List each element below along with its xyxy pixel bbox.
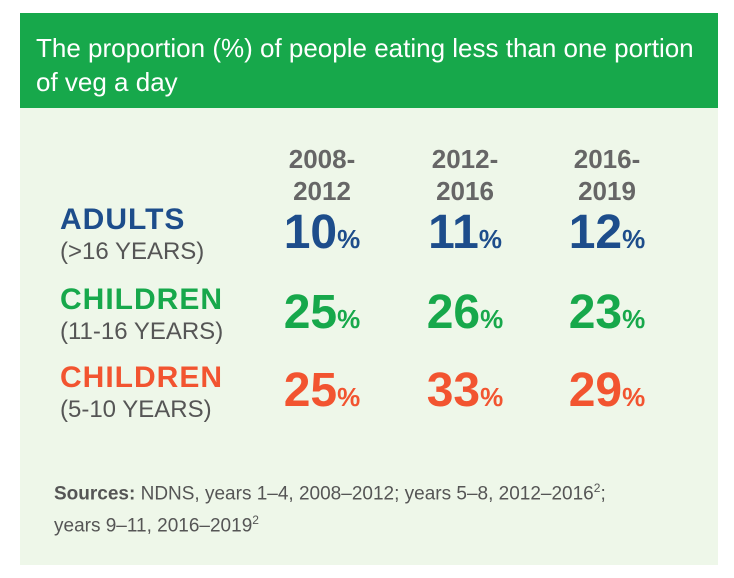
column-header-line1: 2016- — [573, 144, 641, 174]
value-children-11-16-2012-2016: 26% — [400, 287, 530, 345]
value-children-5-10-2012-2016: 33% — [400, 365, 530, 423]
value-adults-2008-2012: 10% — [257, 207, 387, 265]
sources-line-2: years 9–11, 2016–20192 — [54, 507, 684, 539]
row-label-children-5-10: CHILDREN (5-10 YEARS) — [60, 361, 223, 425]
footnote-marker: 2 — [252, 513, 259, 528]
value-children-11-16-2008-2012: 25% — [257, 287, 387, 345]
column-header-line2: 2019 — [578, 176, 636, 206]
percent-sign: % — [337, 224, 361, 254]
sources-text: ; — [600, 483, 606, 505]
column-header-2008-2012: 2008- 2012 — [257, 143, 387, 207]
value-number: 33 — [426, 364, 481, 417]
value-number: 25 — [283, 286, 338, 339]
value-number: 29 — [568, 364, 623, 417]
value-number: 23 — [568, 286, 623, 339]
infographic-card: The proportion (%) of people eating less… — [20, 13, 718, 565]
column-header-line1: 2008- — [288, 144, 356, 174]
percent-sign: % — [337, 304, 361, 334]
value-number: 25 — [283, 364, 338, 417]
row-label-children-11-16: CHILDREN (11-16 YEARS) — [60, 283, 223, 347]
value-number: 11 — [428, 206, 479, 259]
sources-label: Sources: — [54, 483, 136, 505]
value-number: 12 — [568, 206, 623, 259]
sources-text: NDNS, years 1–4, 2008–2012; years 5–8, 2… — [135, 483, 594, 505]
value-children-5-10-2008-2012: 25% — [257, 365, 387, 423]
footnote-marker: 2 — [593, 481, 601, 495]
row-title: CHILDREN — [60, 361, 223, 394]
value-children-5-10-2016-2019: 29% — [542, 365, 672, 423]
percent-sign: % — [480, 304, 504, 334]
column-header-line1: 2012- — [431, 144, 499, 174]
percent-sign: % — [480, 382, 504, 412]
row-title: ADULTS — [60, 203, 186, 236]
value-children-11-16-2016-2019: 23% — [542, 287, 672, 345]
percent-sign: % — [622, 304, 646, 334]
column-header-line2: 2016 — [436, 176, 494, 206]
sources-text: years 9–11, 2016–2019 — [54, 515, 253, 537]
row-title: CHILDREN — [60, 283, 223, 316]
row-subtitle: (>16 YEARS) — [60, 238, 205, 265]
value-adults-2016-2019: 12% — [542, 207, 672, 265]
sources-note: Sources: NDNS, years 1–4, 2008–2012; yea… — [54, 475, 684, 540]
row-label-adults: ADULTS (>16 YEARS) — [60, 203, 204, 267]
sources-line-1: Sources: NDNS, years 1–4, 2008–2012; yea… — [54, 475, 684, 507]
header-banner: The proportion (%) of people eating less… — [20, 13, 718, 108]
value-adults-2012-2016: 11% — [400, 207, 530, 265]
percent-sign: % — [622, 382, 646, 412]
value-number: 26 — [426, 286, 481, 339]
percent-sign: % — [337, 382, 361, 412]
percent-sign: % — [478, 224, 502, 254]
percent-sign: % — [622, 224, 646, 254]
row-subtitle: (5-10 YEARS) — [60, 396, 212, 423]
infographic-title: The proportion (%) of people eating less… — [36, 33, 694, 97]
value-number: 10 — [283, 206, 338, 259]
column-header-line2: 2012 — [293, 176, 351, 206]
column-header-2012-2016: 2012- 2016 — [400, 143, 530, 207]
row-subtitle: (11-16 YEARS) — [60, 318, 224, 345]
column-header-2016-2019: 2016- 2019 — [542, 143, 672, 207]
